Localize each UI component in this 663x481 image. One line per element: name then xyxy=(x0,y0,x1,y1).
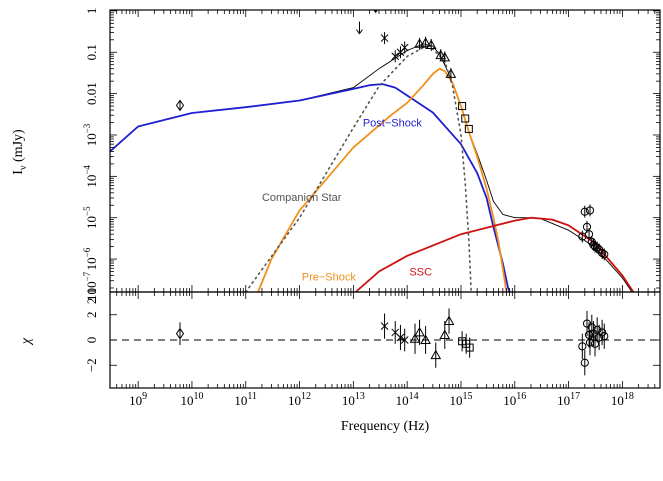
data-point-circle xyxy=(582,222,592,231)
y-axis-ticks-top: 1 0.1 0.01 10−3 10−4 10−5 10−62 10−7 xyxy=(82,8,660,304)
residual-point-diamond xyxy=(175,327,185,340)
data-point-cross xyxy=(380,34,389,42)
x-tick-label: 1018 xyxy=(611,391,634,408)
data-point-triangle xyxy=(445,68,457,78)
data-point-triangle xyxy=(439,51,451,62)
data-point-circle xyxy=(585,206,595,215)
observed-data-points xyxy=(175,10,609,261)
data-point-circle xyxy=(580,207,589,216)
data-point-diamond xyxy=(175,99,185,112)
x-tick-label: 1017 xyxy=(557,391,580,408)
x-axis-title: Frequency (Hz) xyxy=(341,419,430,434)
data-point-square xyxy=(464,124,473,133)
data-point-circle xyxy=(600,250,609,259)
data-point-triangle xyxy=(414,38,425,48)
data-point-circle xyxy=(598,248,607,258)
residual-point-triangle xyxy=(439,329,451,339)
residual-point-triangle xyxy=(409,333,421,343)
data-point-triangle xyxy=(420,37,431,47)
x-tick-label: 1012 xyxy=(288,391,311,408)
data-point-cross xyxy=(400,43,409,52)
curve-annotations: Post−Shock Companion Star Pre−Shock SSC xyxy=(262,118,432,284)
residual-point-triangle xyxy=(443,315,455,326)
chi-top-tick-label: 10 xyxy=(84,288,99,301)
residual-point-cross xyxy=(380,322,389,330)
series-total xyxy=(110,43,633,292)
y-tick-label: 0.01 xyxy=(84,82,99,105)
x-tick-label: 1014 xyxy=(396,391,419,408)
y-tick-label: 2 10−7 xyxy=(82,271,99,304)
data-point-triangle xyxy=(435,49,447,60)
y-tick-label: 10−4 xyxy=(82,165,99,188)
y-axis-title-top: Iν (mJy) xyxy=(11,129,29,175)
x-tick-label: 1011 xyxy=(234,391,257,408)
data-point-square xyxy=(458,102,467,111)
chi-tick-label: 0 xyxy=(84,337,99,344)
residual-points xyxy=(175,308,609,376)
chi-tick-label: −2 xyxy=(84,358,99,372)
annotation-post-shock: Post−Shock xyxy=(363,118,423,130)
data-point-triangle xyxy=(425,39,437,49)
data-point-square xyxy=(461,114,470,123)
residual-point-square xyxy=(458,337,467,346)
y-tick-label: 10−3 xyxy=(82,123,99,146)
series-companion-star xyxy=(244,46,472,292)
series-ssc xyxy=(355,216,635,292)
annotation-companion-star: Companion Star xyxy=(262,192,342,204)
residual-point-circle xyxy=(580,358,589,367)
x-tick-label: 1016 xyxy=(503,391,526,408)
x-tick-label: 109 xyxy=(129,391,147,408)
y-tick-label: 10−6 xyxy=(82,247,99,270)
residual-point-circle xyxy=(578,342,587,351)
y-tick-label: 10−5 xyxy=(82,206,99,229)
data-point-arrow xyxy=(356,21,363,35)
residual-point-triangle xyxy=(414,326,425,337)
residual-point-circle xyxy=(587,323,596,332)
x-tick-label: 1013 xyxy=(342,391,365,408)
annotation-ssc: SSC xyxy=(409,267,432,279)
series-post-shock xyxy=(110,83,511,292)
y-axis-title-bottom: χ xyxy=(19,337,34,346)
residual-point-triangle xyxy=(430,349,442,360)
bottom-panel-frame xyxy=(109,291,661,389)
data-point-cross xyxy=(391,52,400,61)
chi-tick-label: 2 xyxy=(84,311,99,318)
data-point-circle xyxy=(584,230,594,239)
data-point-circle xyxy=(593,243,602,252)
x-axis-ticks: 109 1010 1011 1012 1013 1014 1015 1016 1017 1018 xyxy=(109,10,661,408)
top-panel-frame xyxy=(109,9,661,293)
annotation-pre-shock: Pre−Shock xyxy=(302,272,357,284)
series-pre-shock xyxy=(257,67,508,292)
model-curves xyxy=(110,43,635,292)
y-tick-label: 1 xyxy=(84,8,99,15)
y-tick-label: 0.1 xyxy=(84,44,99,60)
y-axis-ticks-bottom: 2 0 −2 10 xyxy=(84,288,660,372)
x-tick-label: 1015 xyxy=(449,391,472,408)
x-tick-label: 1010 xyxy=(180,391,203,408)
residual-point-circle xyxy=(593,325,602,334)
residual-point-square xyxy=(465,343,474,352)
